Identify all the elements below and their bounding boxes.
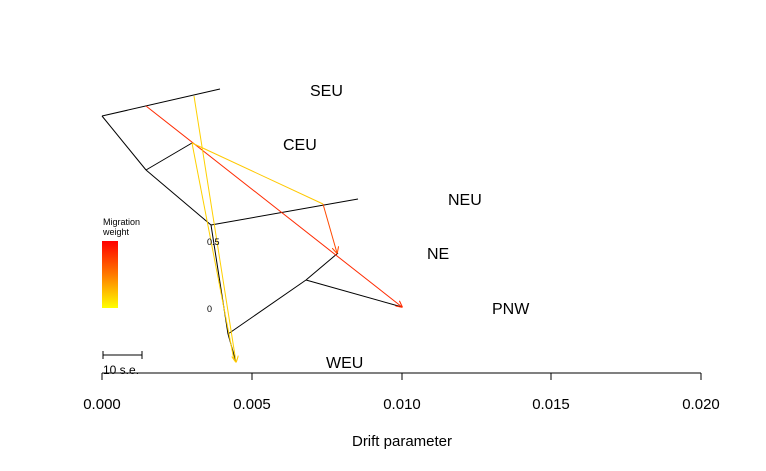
tree-edge-ne-node (227, 279, 307, 335)
tree-edge-pnw (305, 279, 403, 308)
tree-edge-root-seu-node (101, 88, 221, 117)
pop-label-pnw: PNW (492, 301, 530, 318)
x-tick-label-0: 0.000 (83, 396, 121, 413)
migration-edge-ceu-to-weu (191, 142, 235, 361)
tree-edge-ceu (145, 142, 193, 171)
pop-label-neu: NEU (448, 192, 482, 209)
legend-color-bar (102, 241, 118, 308)
x-tick-label-3: 0.015 (532, 396, 570, 413)
pop-label-ne: NE (427, 246, 449, 263)
migration-edge-seu-to-pnw (145, 105, 402, 307)
migration-edge-neu-to-ne (322, 203, 337, 253)
scale-bar-label: 10 s.e. (103, 363, 139, 377)
migration-weight-legend: Migration weight 0.5 0 (102, 217, 220, 314)
tree-edge-ne (305, 252, 339, 281)
x-axis-title: Drift parameter (352, 433, 452, 450)
migration-edge-seu-to-weu (193, 95, 236, 362)
pop-label-weu: WEU (326, 355, 363, 372)
tree-edge-inner (145, 169, 212, 226)
x-tick-label-1: 0.005 (233, 396, 271, 413)
migration-edge-ceu-to-neu (191, 142, 324, 205)
legend-title-line2: weight (102, 227, 130, 237)
tree-edges (101, 88, 403, 363)
tree-edge-neu (210, 198, 359, 226)
migration-edges (145, 95, 402, 362)
x-tick-label-4: 0.020 (682, 396, 720, 413)
pop-label-ceu: CEU (283, 137, 317, 154)
x-axis (101, 372, 702, 380)
scale-bar (102, 351, 143, 359)
legend-low-label: 0 (207, 304, 212, 314)
x-tick-label-2: 0.010 (383, 396, 421, 413)
tree-edge-root-branch (101, 115, 147, 171)
legend-title-line1: Migration (103, 217, 140, 227)
pop-label-seu: SEU (310, 83, 343, 100)
legend-high-label: 0.5 (207, 237, 220, 247)
